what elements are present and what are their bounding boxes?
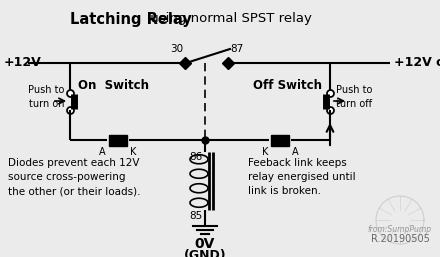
Text: 30: 30: [170, 44, 183, 54]
Text: K: K: [262, 147, 268, 157]
Text: A: A: [292, 147, 299, 157]
Text: Off Switch: Off Switch: [253, 79, 322, 92]
Text: Latching Relay: Latching Relay: [70, 12, 192, 27]
Text: Diodes prevent each 12V
source cross-powering
the other (or their loads).: Diodes prevent each 12V source cross-pow…: [8, 158, 140, 196]
Text: (GND): (GND): [183, 249, 226, 257]
Text: from:SumpPump: from:SumpPump: [368, 225, 432, 234]
Bar: [271, 135, 289, 146]
Text: Feeback link keeps
relay energised until
link is broken.: Feeback link keeps relay energised until…: [248, 158, 356, 196]
Text: using normal SPST relay: using normal SPST relay: [146, 12, 312, 25]
Text: K: K: [130, 147, 136, 157]
Text: 86: 86: [190, 152, 203, 162]
Text: +12V out: +12V out: [394, 57, 440, 69]
Text: 85: 85: [190, 211, 203, 221]
Text: Push to
turn on: Push to turn on: [28, 85, 64, 109]
Text: +12V: +12V: [4, 57, 42, 69]
Bar: [109, 135, 127, 146]
Text: 87: 87: [230, 44, 243, 54]
Text: 0V: 0V: [195, 237, 215, 251]
Text: On  Switch: On Switch: [78, 79, 149, 92]
Text: Push to
turn off: Push to turn off: [336, 85, 372, 109]
Text: R.20190505: R.20190505: [370, 234, 429, 244]
Text: A: A: [99, 147, 106, 157]
